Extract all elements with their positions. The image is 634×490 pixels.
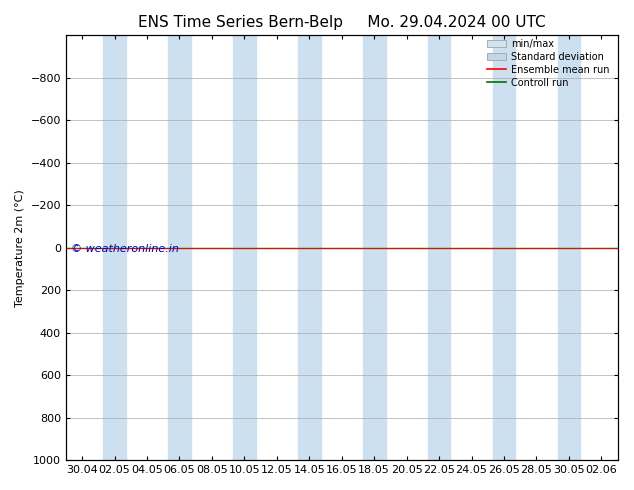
Title: ENS Time Series Bern-Belp     Mo. 29.04.2024 00 UTC: ENS Time Series Bern-Belp Mo. 29.04.2024… xyxy=(138,15,546,30)
Legend: min/max, Standard deviation, Ensemble mean run, Controll run: min/max, Standard deviation, Ensemble me… xyxy=(484,36,612,91)
Bar xyxy=(363,35,385,460)
Bar xyxy=(428,35,450,460)
Bar xyxy=(298,35,321,460)
Bar xyxy=(233,35,256,460)
Bar xyxy=(493,35,515,460)
Y-axis label: Temperature 2m (°C): Temperature 2m (°C) xyxy=(15,189,25,307)
Text: © weatheronline.in: © weatheronline.in xyxy=(72,244,179,254)
Bar xyxy=(557,35,580,460)
Bar xyxy=(103,35,126,460)
Bar xyxy=(168,35,191,460)
